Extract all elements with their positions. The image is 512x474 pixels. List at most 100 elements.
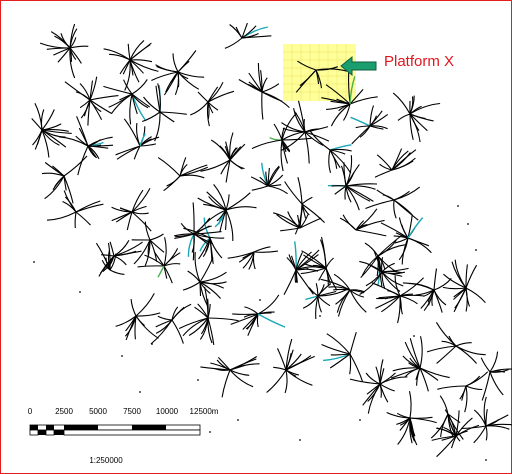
well-trajectory bbox=[159, 111, 187, 115]
well-trajectory bbox=[349, 353, 352, 375]
well-trajectory bbox=[229, 356, 257, 371]
well-platform bbox=[41, 155, 88, 204]
well-platform bbox=[349, 359, 408, 414]
well-trajectory bbox=[131, 93, 138, 115]
well-trajectory bbox=[318, 267, 327, 281]
well-trajectory bbox=[391, 160, 414, 171]
well-trajectory bbox=[419, 336, 423, 369]
well-trajectory bbox=[206, 191, 227, 211]
well-trajectory bbox=[409, 113, 428, 132]
well-trajectory bbox=[129, 39, 145, 61]
well-trajectory bbox=[101, 254, 115, 257]
well-trajectory bbox=[266, 369, 287, 393]
well-trajectory bbox=[344, 185, 347, 200]
well-trajectory bbox=[489, 370, 505, 373]
well-trajectory bbox=[163, 265, 173, 284]
well-trajectory bbox=[281, 139, 289, 164]
well-trajectory bbox=[34, 103, 43, 131]
well-trajectory bbox=[257, 294, 280, 315]
platform-x-highlight[interactable] bbox=[283, 44, 356, 101]
well-trajectory bbox=[399, 295, 418, 305]
well-trajectory bbox=[304, 131, 324, 146]
well-trajectory bbox=[302, 295, 319, 309]
well-trajectory bbox=[355, 229, 387, 237]
well-trajectory bbox=[343, 103, 351, 121]
well-trajectory bbox=[419, 367, 439, 381]
well-dot bbox=[467, 223, 469, 225]
well-trajectory bbox=[267, 174, 284, 187]
well-platform bbox=[461, 396, 512, 444]
well-trajectory bbox=[409, 338, 421, 369]
well-trajectory bbox=[393, 186, 421, 201]
well-trajectory bbox=[194, 252, 201, 283]
well-trajectory bbox=[157, 265, 165, 278]
well-trajectory bbox=[171, 71, 179, 84]
well-platform bbox=[98, 240, 143, 277]
well-trajectory bbox=[193, 233, 225, 239]
well-platform bbox=[64, 76, 119, 126]
well-trajectory bbox=[294, 241, 297, 271]
well-trajectory bbox=[261, 91, 264, 120]
well-trajectory bbox=[83, 99, 91, 117]
well-trajectory bbox=[149, 239, 158, 262]
well-trajectory bbox=[208, 196, 227, 211]
well-platform bbox=[250, 162, 288, 195]
well-trajectory bbox=[174, 233, 195, 239]
well-trajectory bbox=[325, 84, 351, 105]
scale-tick-label: 12500m bbox=[189, 407, 219, 416]
well-trajectory bbox=[453, 287, 467, 313]
well-trajectory bbox=[301, 250, 327, 269]
well-trajectory bbox=[157, 83, 161, 113]
well-trajectory bbox=[177, 60, 190, 73]
scale-tick-label: 10000 bbox=[155, 407, 179, 416]
well-trajectory bbox=[375, 295, 401, 309]
well-trajectory bbox=[131, 93, 149, 109]
well-trajectory bbox=[206, 101, 210, 127]
well-trajectory bbox=[230, 313, 259, 325]
well-trajectory bbox=[355, 219, 385, 231]
well-trajectory bbox=[321, 343, 351, 355]
well-trajectory bbox=[269, 137, 283, 141]
well-platform bbox=[58, 116, 114, 176]
well-trajectory bbox=[133, 145, 141, 160]
well-trajectory bbox=[407, 237, 430, 247]
well-trajectory bbox=[285, 369, 297, 377]
well-trajectory bbox=[155, 85, 161, 113]
well-trajectory bbox=[379, 163, 393, 171]
well-platform bbox=[200, 132, 246, 183]
well-trajectory bbox=[301, 203, 325, 223]
well-platform bbox=[321, 72, 378, 127]
well-trajectory bbox=[345, 155, 353, 187]
well-trajectory bbox=[415, 289, 435, 296]
well-trajectory bbox=[129, 59, 134, 76]
well-trajectory bbox=[409, 113, 426, 120]
well-platform bbox=[46, 190, 104, 229]
well-trajectory bbox=[283, 269, 297, 295]
well-platform bbox=[386, 390, 437, 446]
well-trajectory bbox=[257, 311, 275, 315]
well-trajectory bbox=[465, 375, 481, 387]
well-trajectory bbox=[171, 319, 184, 344]
well-platform bbox=[296, 236, 338, 291]
well-platform bbox=[251, 112, 312, 172]
well-trajectory bbox=[53, 47, 71, 56]
well-trajectory bbox=[305, 295, 319, 301]
well-trajectory bbox=[259, 176, 269, 187]
well-trajectory bbox=[41, 109, 55, 131]
platform-x-arrow[interactable] bbox=[340, 55, 377, 77]
well-trajectory bbox=[436, 345, 457, 364]
well-platform bbox=[230, 294, 286, 336]
well-platform bbox=[197, 184, 257, 242]
well-trajectory bbox=[376, 255, 379, 276]
well-trajectory bbox=[315, 295, 319, 319]
well-trajectory bbox=[252, 251, 256, 270]
well-trajectory bbox=[109, 241, 115, 257]
well-platform bbox=[115, 293, 161, 341]
well-trajectory bbox=[214, 368, 231, 371]
scale-tick-label: 0 bbox=[27, 407, 33, 416]
well-trajectory bbox=[373, 250, 383, 273]
well-trajectory bbox=[294, 203, 303, 235]
well-trajectory bbox=[229, 147, 237, 161]
well-trajectory bbox=[69, 47, 76, 79]
well-trajectory bbox=[111, 93, 133, 114]
